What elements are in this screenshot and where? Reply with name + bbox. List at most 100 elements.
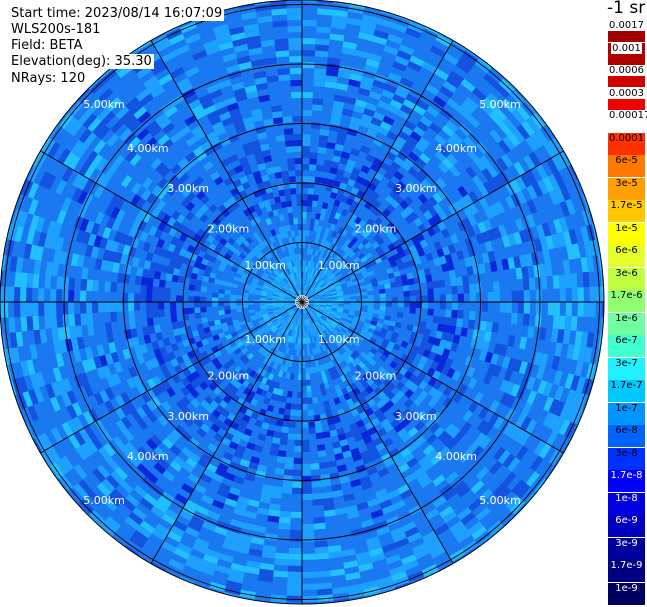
- range-gate-cell: [325, 69, 339, 77]
- range-gate-cell: [325, 362, 332, 370]
- range-gate-cell: [274, 350, 281, 357]
- range-gate-cell: [430, 45, 446, 58]
- range-gate-cell: [449, 165, 461, 178]
- range-gate-cell: [293, 337, 297, 344]
- range-gate-cell: [331, 155, 341, 163]
- range-gate-cell: [323, 260, 329, 267]
- range-gate-cell: [105, 474, 120, 489]
- range-gate-cell: [261, 273, 269, 280]
- range-gate-cell: [417, 193, 428, 204]
- range-gate-cell: [345, 504, 358, 514]
- range-gate-cell: [311, 122, 321, 129]
- range-gate-cell: [318, 279, 324, 286]
- range-gate-cell: [266, 302, 273, 304]
- range-gate-cell: [321, 331, 327, 338]
- range-gate-cell: [102, 497, 118, 512]
- range-gate-cell: [354, 357, 362, 365]
- range-gate-cell: [245, 321, 253, 327]
- range-gate-cell: [489, 129, 503, 144]
- range-gate-cell: [367, 446, 379, 456]
- range-gate-cell: [352, 318, 360, 324]
- range-gate-cell: [110, 311, 118, 323]
- range-gate-cell: [359, 81, 373, 91]
- range-gate-cell: [435, 177, 447, 189]
- range-gate-cell: [307, 194, 314, 201]
- range-gate-cell: [304, 284, 307, 291]
- range-gate-cell: [240, 433, 251, 443]
- range-gate-cell: [417, 248, 426, 257]
- range-gate-cell: [182, 226, 192, 236]
- colorbar-label: 3e-8: [615, 447, 638, 459]
- range-gate-cell: [491, 322, 499, 333]
- range-gate-cell: [260, 265, 267, 272]
- range-gate-cell: [266, 300, 273, 302]
- range-gate-cell: [312, 322, 317, 329]
- range-gate-cell: [409, 302, 416, 308]
- range-gate-cell: [390, 161, 401, 171]
- range-gate-cell: [306, 293, 311, 298]
- range-gate-cell: [318, 134, 329, 142]
- range-gate-cell: [146, 285, 153, 295]
- range-gate-cell: [257, 346, 265, 354]
- range-gate-cell: [403, 296, 410, 302]
- range-gate-cell: [308, 273, 312, 280]
- instrument-label: WLS200s-181: [11, 22, 103, 37]
- range-gate-cell: [302, 475, 312, 482]
- range-gate-cell: [105, 216, 116, 229]
- range-gate-cell: [286, 8, 302, 15]
- range-gate-cell: [337, 355, 345, 363]
- range-gate-cell: [478, 407, 490, 420]
- range-gate-cell: [263, 57, 277, 65]
- range-gate-cell: [190, 379, 200, 389]
- range-gate-cell: [521, 266, 529, 279]
- range-gate-cell: [266, 429, 275, 437]
- range-gate-cell: [360, 164, 371, 174]
- range-gate-cell: [60, 455, 74, 472]
- range-gate-cell: [583, 240, 593, 257]
- range-gate-cell: [299, 343, 302, 350]
- range-gate-cell: [128, 454, 141, 468]
- range-gate-cell: [250, 108, 263, 117]
- range-gate-cell: [280, 244, 286, 252]
- range-gate-cell: [289, 288, 294, 294]
- range-gate-cell: [213, 23, 230, 34]
- range-gate-cell: [125, 493, 140, 508]
- range-gate-cell: [239, 320, 246, 326]
- range-gate-cell: [366, 331, 374, 338]
- range-gate-cell: [307, 302, 314, 304]
- range-gate-cell: [6, 223, 13, 240]
- range-gate-cell: [260, 291, 268, 295]
- range-gate-cell: [162, 181, 173, 193]
- range-gate-cell: [413, 125, 426, 137]
- range-gate-cell: [218, 41, 234, 51]
- range-gate-cell: [510, 383, 521, 398]
- range-gate-cell: [172, 328, 181, 337]
- range-gate-cell: [302, 571, 317, 578]
- range-gate-cell: [574, 330, 583, 347]
- range-gate-cell: [331, 483, 342, 492]
- range-gate-cell: [402, 408, 413, 418]
- range-gate-cell: [342, 450, 353, 459]
- range-gate-cell: [364, 421, 374, 431]
- range-gate-cell: [5, 239, 15, 257]
- range-gate-cell: [290, 330, 295, 337]
- range-gate-cell: [348, 311, 355, 316]
- range-gate-cell: [305, 266, 308, 273]
- range-gate-cell: [361, 113, 373, 123]
- colorbar-label: 3e-6: [615, 267, 638, 279]
- range-gate-cell: [353, 340, 361, 348]
- range-gate-cell: [178, 125, 191, 137]
- range-gate-cell: [483, 181, 495, 194]
- range-gate-cell: [298, 242, 302, 249]
- range-gate-cell: [15, 331, 24, 348]
- range-gate-cell: [505, 394, 516, 409]
- range-gate-cell: [258, 382, 266, 390]
- range-gate-cell: [104, 400, 115, 413]
- range-gate-cell: [266, 167, 275, 175]
- range-gate-cell: [164, 294, 171, 302]
- range-gate-cell: [261, 550, 276, 559]
- range-gate-cell: [156, 188, 167, 200]
- range-gate-cell: [528, 151, 542, 167]
- range-gate-cell: [479, 320, 487, 332]
- range-gate-cell: [278, 516, 291, 524]
